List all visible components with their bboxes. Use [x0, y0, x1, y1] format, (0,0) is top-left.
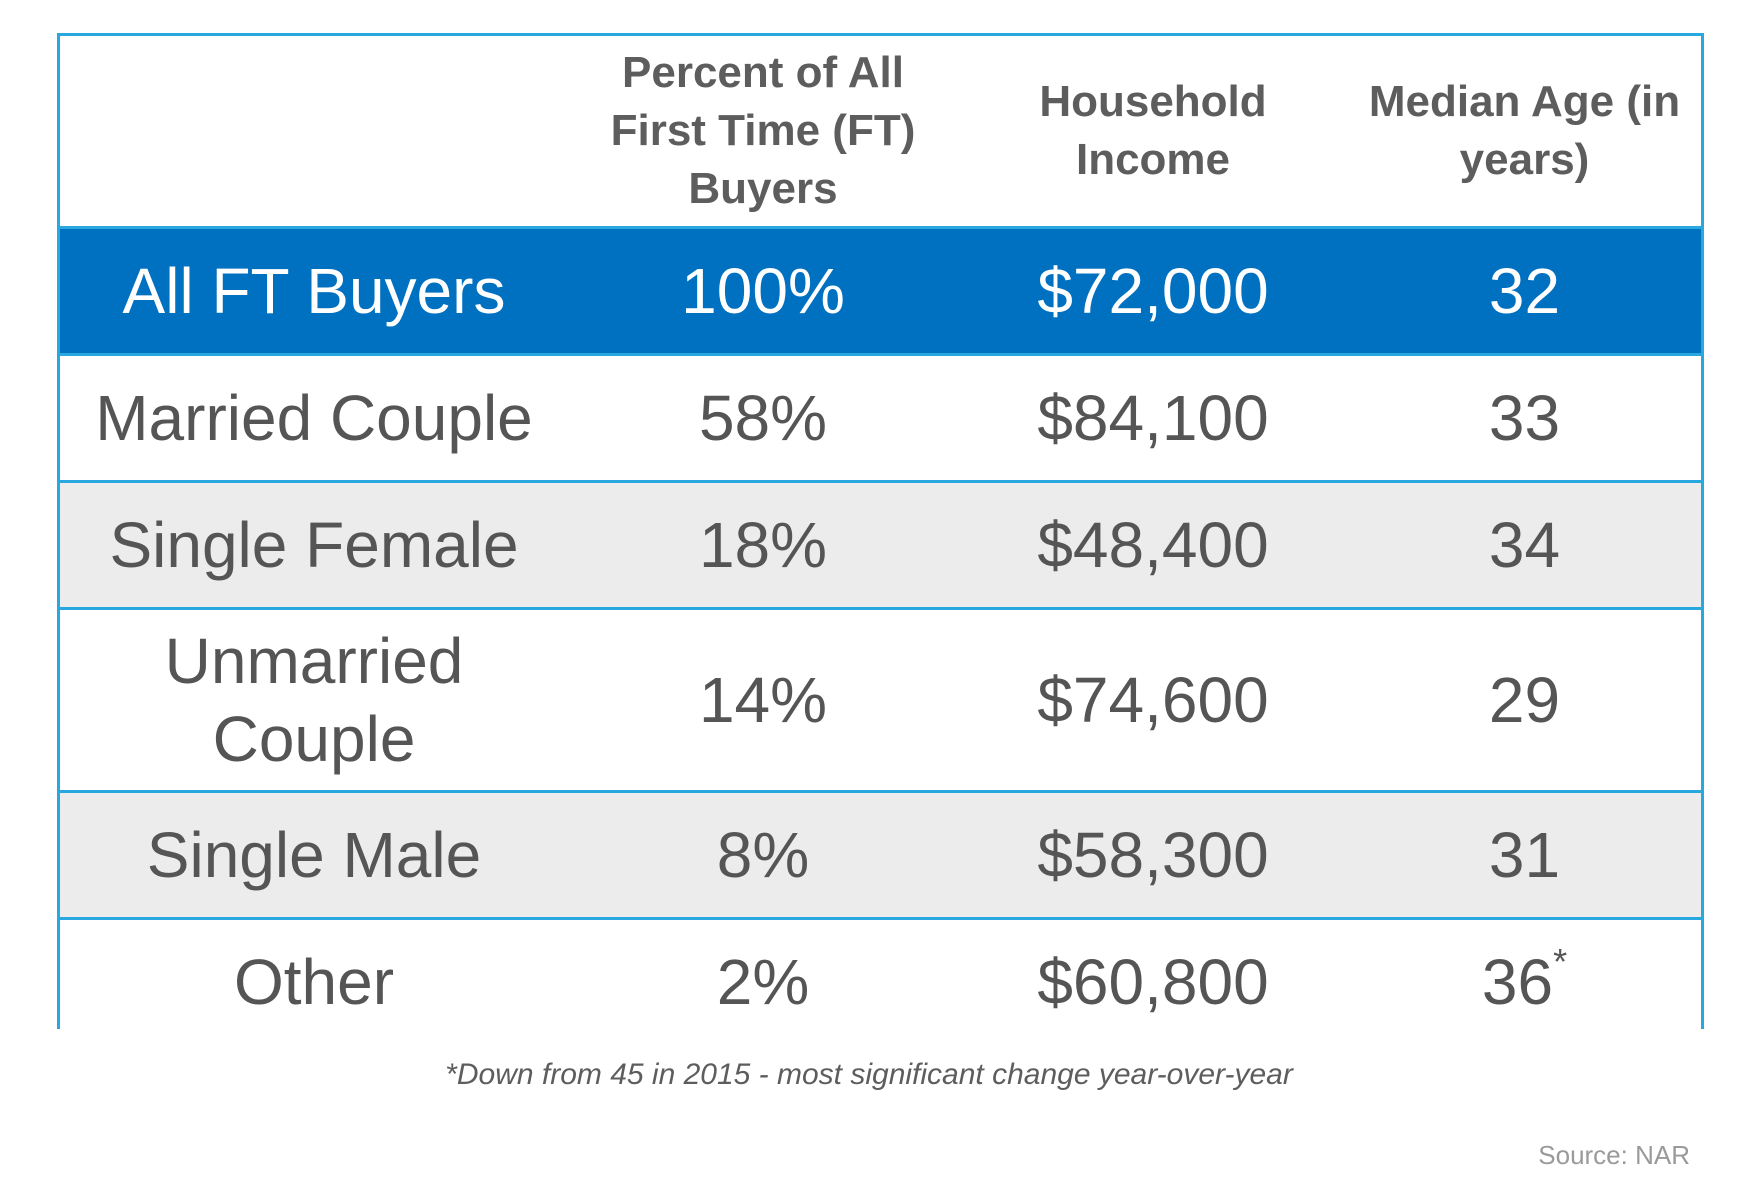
table-row-single-male: Single Male 8% $58,300 31	[60, 790, 1701, 919]
age-value: 31	[1488, 819, 1561, 891]
age-cell: 36*	[1348, 917, 1701, 1044]
table-row-married-couple: Married Couple 58% $84,100 33	[60, 353, 1701, 482]
percent-cell: 18%	[568, 480, 958, 609]
table-row-other: Other 2% $60,800 36*	[60, 917, 1701, 1044]
percent-cell: 2%	[568, 917, 958, 1044]
row-label: Single Female	[60, 480, 568, 609]
header-income: Household Income	[1039, 77, 1267, 184]
age-value: 36	[1481, 946, 1554, 1018]
age-value: 32	[1488, 255, 1561, 327]
percent-cell: 8%	[568, 790, 958, 919]
income-cell: $84,100	[958, 353, 1348, 482]
age-footnote-mark: *	[1553, 941, 1568, 982]
row-label: Unmarried Couple	[60, 607, 568, 792]
footnote: *Down from 45 in 2015 - most significant…	[445, 1058, 1293, 1091]
header-blank	[60, 36, 568, 228]
first-time-buyers-table: Percent of All First Time (FT) Buyers Ho…	[57, 33, 1704, 1044]
data-table: Percent of All First Time (FT) Buyers Ho…	[60, 36, 1701, 1044]
age-cell: 32	[1348, 226, 1701, 355]
income-cell: $74,600	[958, 607, 1348, 792]
header-row: Percent of All First Time (FT) Buyers Ho…	[60, 36, 1701, 228]
age-cell: 34	[1348, 480, 1701, 609]
income-cell: $58,300	[958, 790, 1348, 919]
age-value: 29	[1488, 664, 1561, 736]
age-cell: 31	[1348, 790, 1701, 919]
table-row-unmarried-couple: Unmarried Couple 14% $74,600 29	[60, 607, 1701, 792]
table-row-all-ft-buyers: All FT Buyers 100% $72,000 32	[60, 226, 1701, 355]
table-row-single-female: Single Female 18% $48,400 34	[60, 480, 1701, 609]
age-cell: 29	[1348, 607, 1701, 792]
source-credit: Source: NAR	[1538, 1140, 1690, 1170]
age-cell: 33	[1348, 353, 1701, 482]
percent-cell: 100%	[568, 226, 958, 355]
row-label: Single Male	[60, 790, 568, 919]
age-value: 33	[1488, 382, 1561, 454]
income-cell: $60,800	[958, 917, 1348, 1044]
income-cell: $48,400	[958, 480, 1348, 609]
percent-cell: 14%	[568, 607, 958, 792]
income-cell: $72,000	[958, 226, 1348, 355]
row-label: Other	[60, 917, 568, 1044]
header-age: Median Age (in years)	[1368, 77, 1681, 184]
percent-cell: 58%	[568, 353, 958, 482]
row-label: Married Couple	[60, 353, 568, 482]
age-value: 34	[1488, 509, 1561, 581]
header-percent: Percent of All First Time (FT) Buyers	[610, 48, 916, 213]
row-label: All FT Buyers	[60, 226, 568, 355]
